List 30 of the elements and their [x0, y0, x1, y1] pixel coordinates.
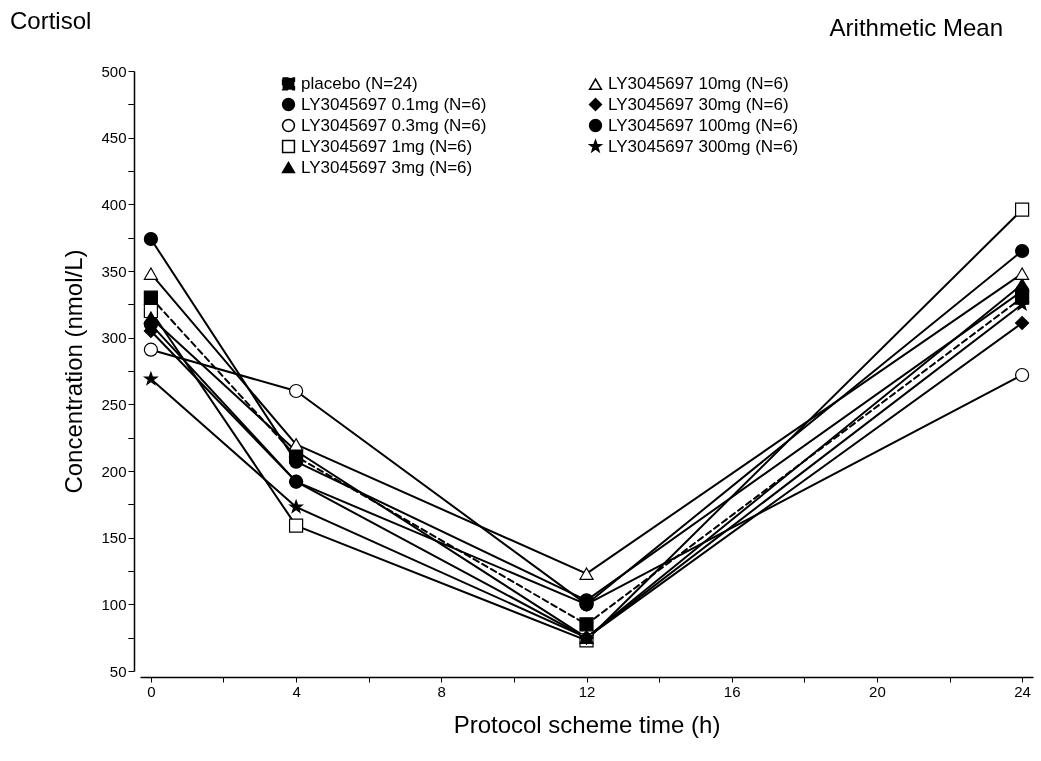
legend-label: LY3045697 100mg (N=6) — [608, 115, 799, 135]
legend-label: placebo (N=24) — [301, 73, 418, 93]
x-tick-label: 4 — [292, 682, 301, 700]
y-tick-label: 450 — [101, 129, 127, 147]
y-tick-label: 400 — [101, 195, 127, 213]
x-tick-label: 16 — [723, 682, 741, 700]
y-tick-label: 500 — [101, 62, 127, 80]
y-tick-label: 200 — [101, 462, 127, 480]
x-axis-title: Protocol scheme time (h) — [453, 710, 721, 738]
legend-label: LY3045697 3mg (N=6) — [301, 157, 473, 177]
x-tick-label: 12 — [578, 682, 596, 700]
x-tick-label: 8 — [437, 682, 446, 700]
legend-label: LY3045697 30mg (N=6) — [608, 94, 789, 114]
y-axis-title: Concentration (nmol/L) — [60, 249, 88, 494]
y-tick-label: 150 — [101, 529, 127, 547]
x-tick-label: 20 — [869, 682, 886, 700]
legend-label: LY3045697 300mg (N=6) — [608, 136, 799, 156]
y-tick-label: 300 — [101, 329, 127, 347]
x-tick-label: 0 — [147, 682, 156, 700]
x-tick-label: 24 — [1014, 682, 1031, 700]
y-tick-label: 250 — [101, 395, 127, 413]
legend-label: LY3045697 1mg (N=6) — [301, 136, 473, 156]
legend-label: LY3045697 0.3mg (N=6) — [301, 115, 487, 135]
y-tick-label: 350 — [101, 262, 127, 280]
text: Arithmetic Mean — [829, 14, 1003, 42]
chart-title: Cortisol — [10, 7, 92, 34]
legend-label: LY3045697 10mg (N=6) — [608, 74, 789, 94]
legend-label: LY3045697 0.1mg (N=6) — [301, 94, 487, 114]
y-tick-label: 50 — [109, 662, 127, 680]
y-tick-label: 100 — [101, 595, 127, 613]
